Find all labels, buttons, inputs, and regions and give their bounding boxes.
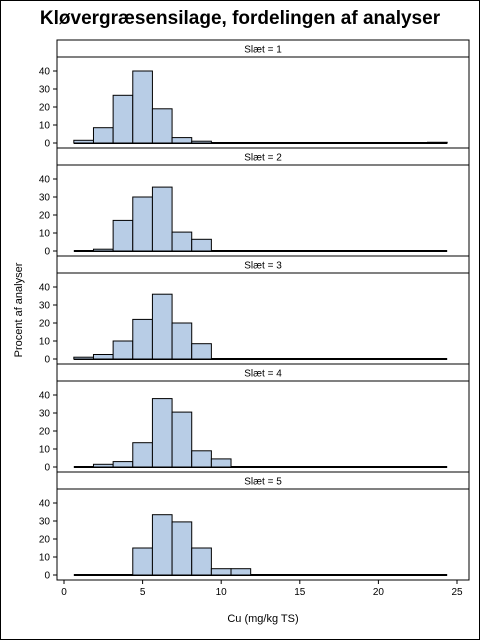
chart-title: Kløvergræsensilage, fordelingen af analy… [39, 8, 441, 29]
x-axis-label: Cu (mg/kg TS) [227, 613, 298, 625]
histogram-bar [132, 318, 153, 360]
histogram-bar [112, 340, 134, 360]
y-tick-label: 10 [39, 445, 51, 456]
histogram-bar [191, 238, 212, 252]
x-tick-label: 5 [140, 587, 146, 598]
histogram-bar [92, 354, 114, 360]
y-tick-label: 40 [39, 391, 51, 402]
histogram-bar [171, 231, 193, 252]
y-tick-label: 10 [39, 229, 51, 240]
histogram-bar [151, 398, 173, 468]
histogram-bar [151, 186, 173, 252]
histogram-bar [92, 127, 114, 144]
panel-strip-label: Slæt = 2 [244, 153, 282, 164]
histogram-bar [191, 450, 212, 468]
histogram-bar [92, 248, 114, 252]
histogram-bar [427, 141, 448, 144]
histogram-bar [151, 108, 173, 144]
histogram-bar [191, 547, 212, 576]
y-tick-label: 30 [39, 301, 51, 312]
histogram-bar [210, 458, 232, 468]
histogram-bar [132, 442, 153, 468]
x-tick-label: 20 [373, 587, 385, 598]
panel-strip-label: Slæt = 5 [244, 477, 282, 488]
y-tick-label: 0 [44, 247, 50, 258]
y-tick-label: 20 [39, 103, 51, 114]
y-tick-label: 0 [44, 139, 50, 150]
y-tick-label: 10 [39, 553, 51, 564]
histogram-bar [171, 322, 193, 360]
panel-plot-area [56, 488, 470, 581]
histogram-bar [171, 521, 193, 576]
x-tick-label: 0 [61, 587, 67, 598]
histogram-bar [132, 547, 153, 576]
histogram-bar [230, 568, 252, 576]
x-tick-label: 25 [451, 587, 463, 598]
y-tick-label: 0 [44, 571, 50, 582]
histogram-bar [132, 70, 153, 144]
y-tick-label: 40 [39, 175, 51, 186]
x-tick-label: 15 [294, 587, 306, 598]
histogram-bar [112, 94, 134, 144]
y-axis-label: Procent af analyser [13, 262, 25, 357]
histogram-bar [191, 343, 212, 360]
y-tick-label: 0 [44, 463, 50, 474]
panel-plot-area [56, 380, 470, 473]
x-tick-label: 10 [216, 587, 228, 598]
histogram-bar [171, 137, 193, 144]
histogram-bar [112, 219, 134, 252]
y-tick-label: 20 [39, 319, 51, 330]
histogram-bar [191, 140, 212, 144]
y-tick-label: 40 [39, 67, 51, 78]
histogram-bar [171, 411, 193, 468]
y-tick-label: 10 [39, 121, 51, 132]
y-tick-label: 40 [39, 283, 51, 294]
y-tick-label: 10 [39, 337, 51, 348]
histogram-bar [92, 463, 114, 468]
y-tick-label: 30 [39, 85, 51, 96]
panel-strip-label: Slæt = 3 [244, 261, 282, 272]
panel-strip-label: Slæt = 1 [244, 45, 282, 56]
y-tick-label: 0 [44, 355, 50, 366]
y-tick-label: 20 [39, 211, 51, 222]
histogram-bar [151, 514, 173, 576]
histogram-bar [73, 139, 94, 144]
histogram-bar [112, 461, 134, 468]
y-tick-label: 30 [39, 193, 51, 204]
panel-strip-label: Slæt = 4 [244, 369, 282, 380]
histogram-bar [132, 196, 153, 252]
histogram-bar [151, 293, 173, 360]
histogram-bar [73, 356, 94, 360]
histogram-bar [210, 568, 232, 576]
y-tick-label: 40 [39, 499, 51, 510]
y-tick-label: 30 [39, 517, 51, 528]
y-tick-label: 30 [39, 409, 51, 420]
y-tick-label: 20 [39, 535, 51, 546]
y-tick-label: 20 [39, 427, 51, 438]
